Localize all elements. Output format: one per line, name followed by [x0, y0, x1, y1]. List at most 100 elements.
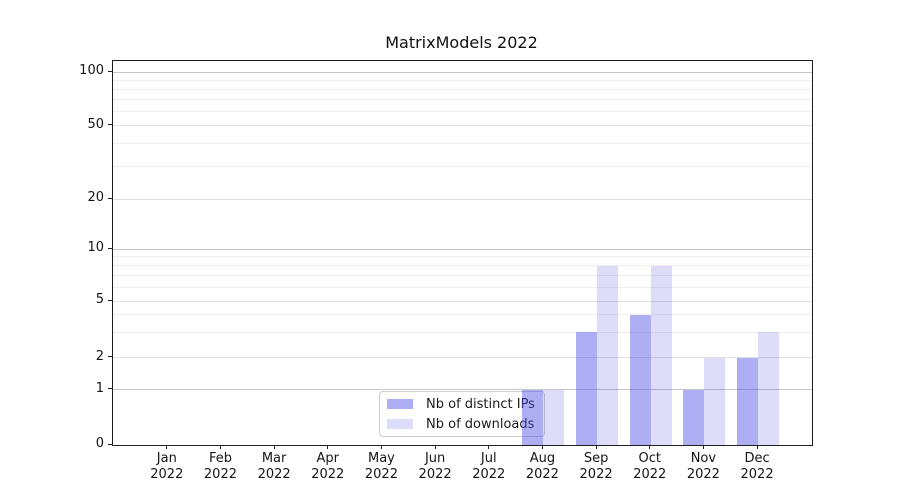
gridline-minor	[113, 79, 812, 81]
x-tick-label-year: 2022	[311, 467, 345, 482]
bar-distinct-ips-oct	[629, 314, 651, 445]
gridline-minor	[113, 88, 812, 90]
x-tick-mark	[327, 445, 329, 449]
x-tick-label-month: Sep	[583, 451, 609, 466]
x-tick-label: May 2022	[349, 451, 413, 483]
x-tick-mark	[541, 445, 543, 449]
x-tick-mark	[595, 445, 597, 449]
gridline-minor	[113, 314, 812, 316]
x-tick-label: Sep 2022	[564, 451, 628, 483]
x-tick-label-year: 2022	[257, 467, 291, 482]
legend-item-downloads: Nb of downloads	[387, 417, 537, 432]
y-tick-label: 2	[95, 348, 104, 364]
x-tick-label-month: Mar	[261, 451, 287, 466]
x-tick-label: Jul 2022	[457, 451, 521, 483]
x-tick-label: Jan 2022	[135, 451, 199, 483]
y-tick-mark	[108, 70, 112, 72]
x-tick-label-year: 2022	[686, 467, 720, 482]
x-tick-mark	[756, 445, 758, 449]
x-tick-label: Apr 2022	[296, 451, 360, 483]
bar-distinct-ips-sep	[576, 332, 598, 445]
bar-distinct-ips-aug	[522, 389, 544, 445]
x-tick-mark	[702, 445, 704, 449]
gridline-major	[113, 248, 812, 250]
y-tick-label: 100	[79, 63, 104, 78]
x-tick-label-year: 2022	[418, 467, 452, 482]
x-tick-label-year: 2022	[203, 467, 237, 482]
x-tick-mark	[434, 445, 436, 449]
y-tick-mark	[108, 443, 112, 445]
y-tick-mark	[108, 247, 112, 249]
bar-distinct-ips-dec	[737, 357, 759, 445]
legend-swatch-downloads-icon	[387, 419, 413, 429]
legend: Nb of distinct IPs Nb of downloads	[379, 391, 545, 437]
gridline-major	[113, 198, 812, 200]
x-tick-mark	[273, 445, 275, 449]
x-tick-label-month: Feb	[208, 451, 232, 466]
x-tick-label-year: 2022	[579, 467, 613, 482]
x-tick-label-month: Jan	[156, 451, 177, 466]
x-tick-label-year: 2022	[364, 467, 398, 482]
legend-label-distinct-ips: Nb of distinct IPs	[426, 396, 535, 412]
chart-title: MatrixModels 2022	[385, 33, 538, 52]
gridline-major	[113, 71, 812, 73]
legend-item-distinct-ips: Nb of distinct IPs	[387, 397, 537, 412]
legend-label-downloads: Nb of downloads	[426, 416, 535, 432]
y-tick-label: 20	[87, 190, 104, 205]
x-tick-label-month: Apr	[316, 451, 340, 466]
gridline-minor	[113, 256, 812, 258]
x-tick-label: Feb 2022	[188, 451, 252, 483]
y-tick-mark	[108, 388, 112, 389]
bar-downloads-dec	[758, 332, 780, 445]
x-tick-label: Aug 2022	[510, 451, 574, 483]
x-tick-label: Mar 2022	[242, 451, 306, 483]
gridline-minor	[113, 286, 812, 288]
x-tick-label-month: Jul	[480, 451, 497, 466]
bar-downloads-nov	[704, 357, 726, 445]
bar-downloads-oct	[650, 265, 672, 445]
x-tick-mark	[166, 445, 168, 449]
gridline-minor	[113, 111, 812, 113]
x-tick-label-year: 2022	[150, 467, 184, 482]
x-tick-label-year: 2022	[472, 467, 506, 482]
x-tick-mark	[380, 445, 382, 449]
x-tick-label-year: 2022	[633, 467, 667, 482]
x-tick-label: Oct 2022	[618, 451, 682, 483]
y-tick-label: 1	[95, 380, 104, 396]
x-tick-mark	[219, 445, 221, 449]
x-tick-label-month: Aug	[529, 451, 556, 466]
x-tick-label: Dec 2022	[725, 451, 789, 483]
x-tick-label-month: Oct	[638, 451, 661, 466]
gridline-minor	[113, 265, 812, 267]
gridline-major	[113, 125, 812, 127]
gridline-minor	[113, 99, 812, 101]
y-tick-label: 0	[95, 436, 104, 451]
gridline-minor	[113, 331, 812, 333]
x-tick-label: Jun 2022	[403, 451, 467, 483]
x-tick-label-month: Jun	[424, 451, 446, 466]
gridline-major	[113, 300, 812, 302]
y-tick-mark	[108, 299, 112, 301]
gridline-minor	[113, 143, 812, 145]
x-tick-label: Nov 2022	[671, 451, 735, 483]
x-tick-mark	[488, 445, 490, 449]
gridline-major	[113, 389, 812, 390]
gridline-major	[113, 357, 812, 358]
y-tick-label: 50	[87, 116, 104, 132]
legend-swatch-distinct-ips-icon	[387, 399, 413, 409]
bar-downloads-sep	[597, 265, 619, 445]
bars-layer	[113, 61, 812, 445]
y-tick-label: 5	[95, 292, 104, 307]
gridline-minor	[113, 275, 812, 277]
x-tick-label-month: May	[367, 451, 395, 466]
x-tick-label-year: 2022	[525, 467, 559, 482]
x-tick-label-year: 2022	[740, 467, 774, 482]
x-tick-mark	[649, 445, 651, 449]
plot-area: Nb of distinct IPs Nb of downloads	[112, 60, 813, 446]
x-tick-label-month: Nov	[690, 451, 717, 466]
y-tick-mark	[108, 356, 112, 357]
bar-downloads-aug	[543, 389, 565, 445]
y-tick-mark	[108, 124, 112, 126]
gridline-minor	[113, 166, 812, 168]
